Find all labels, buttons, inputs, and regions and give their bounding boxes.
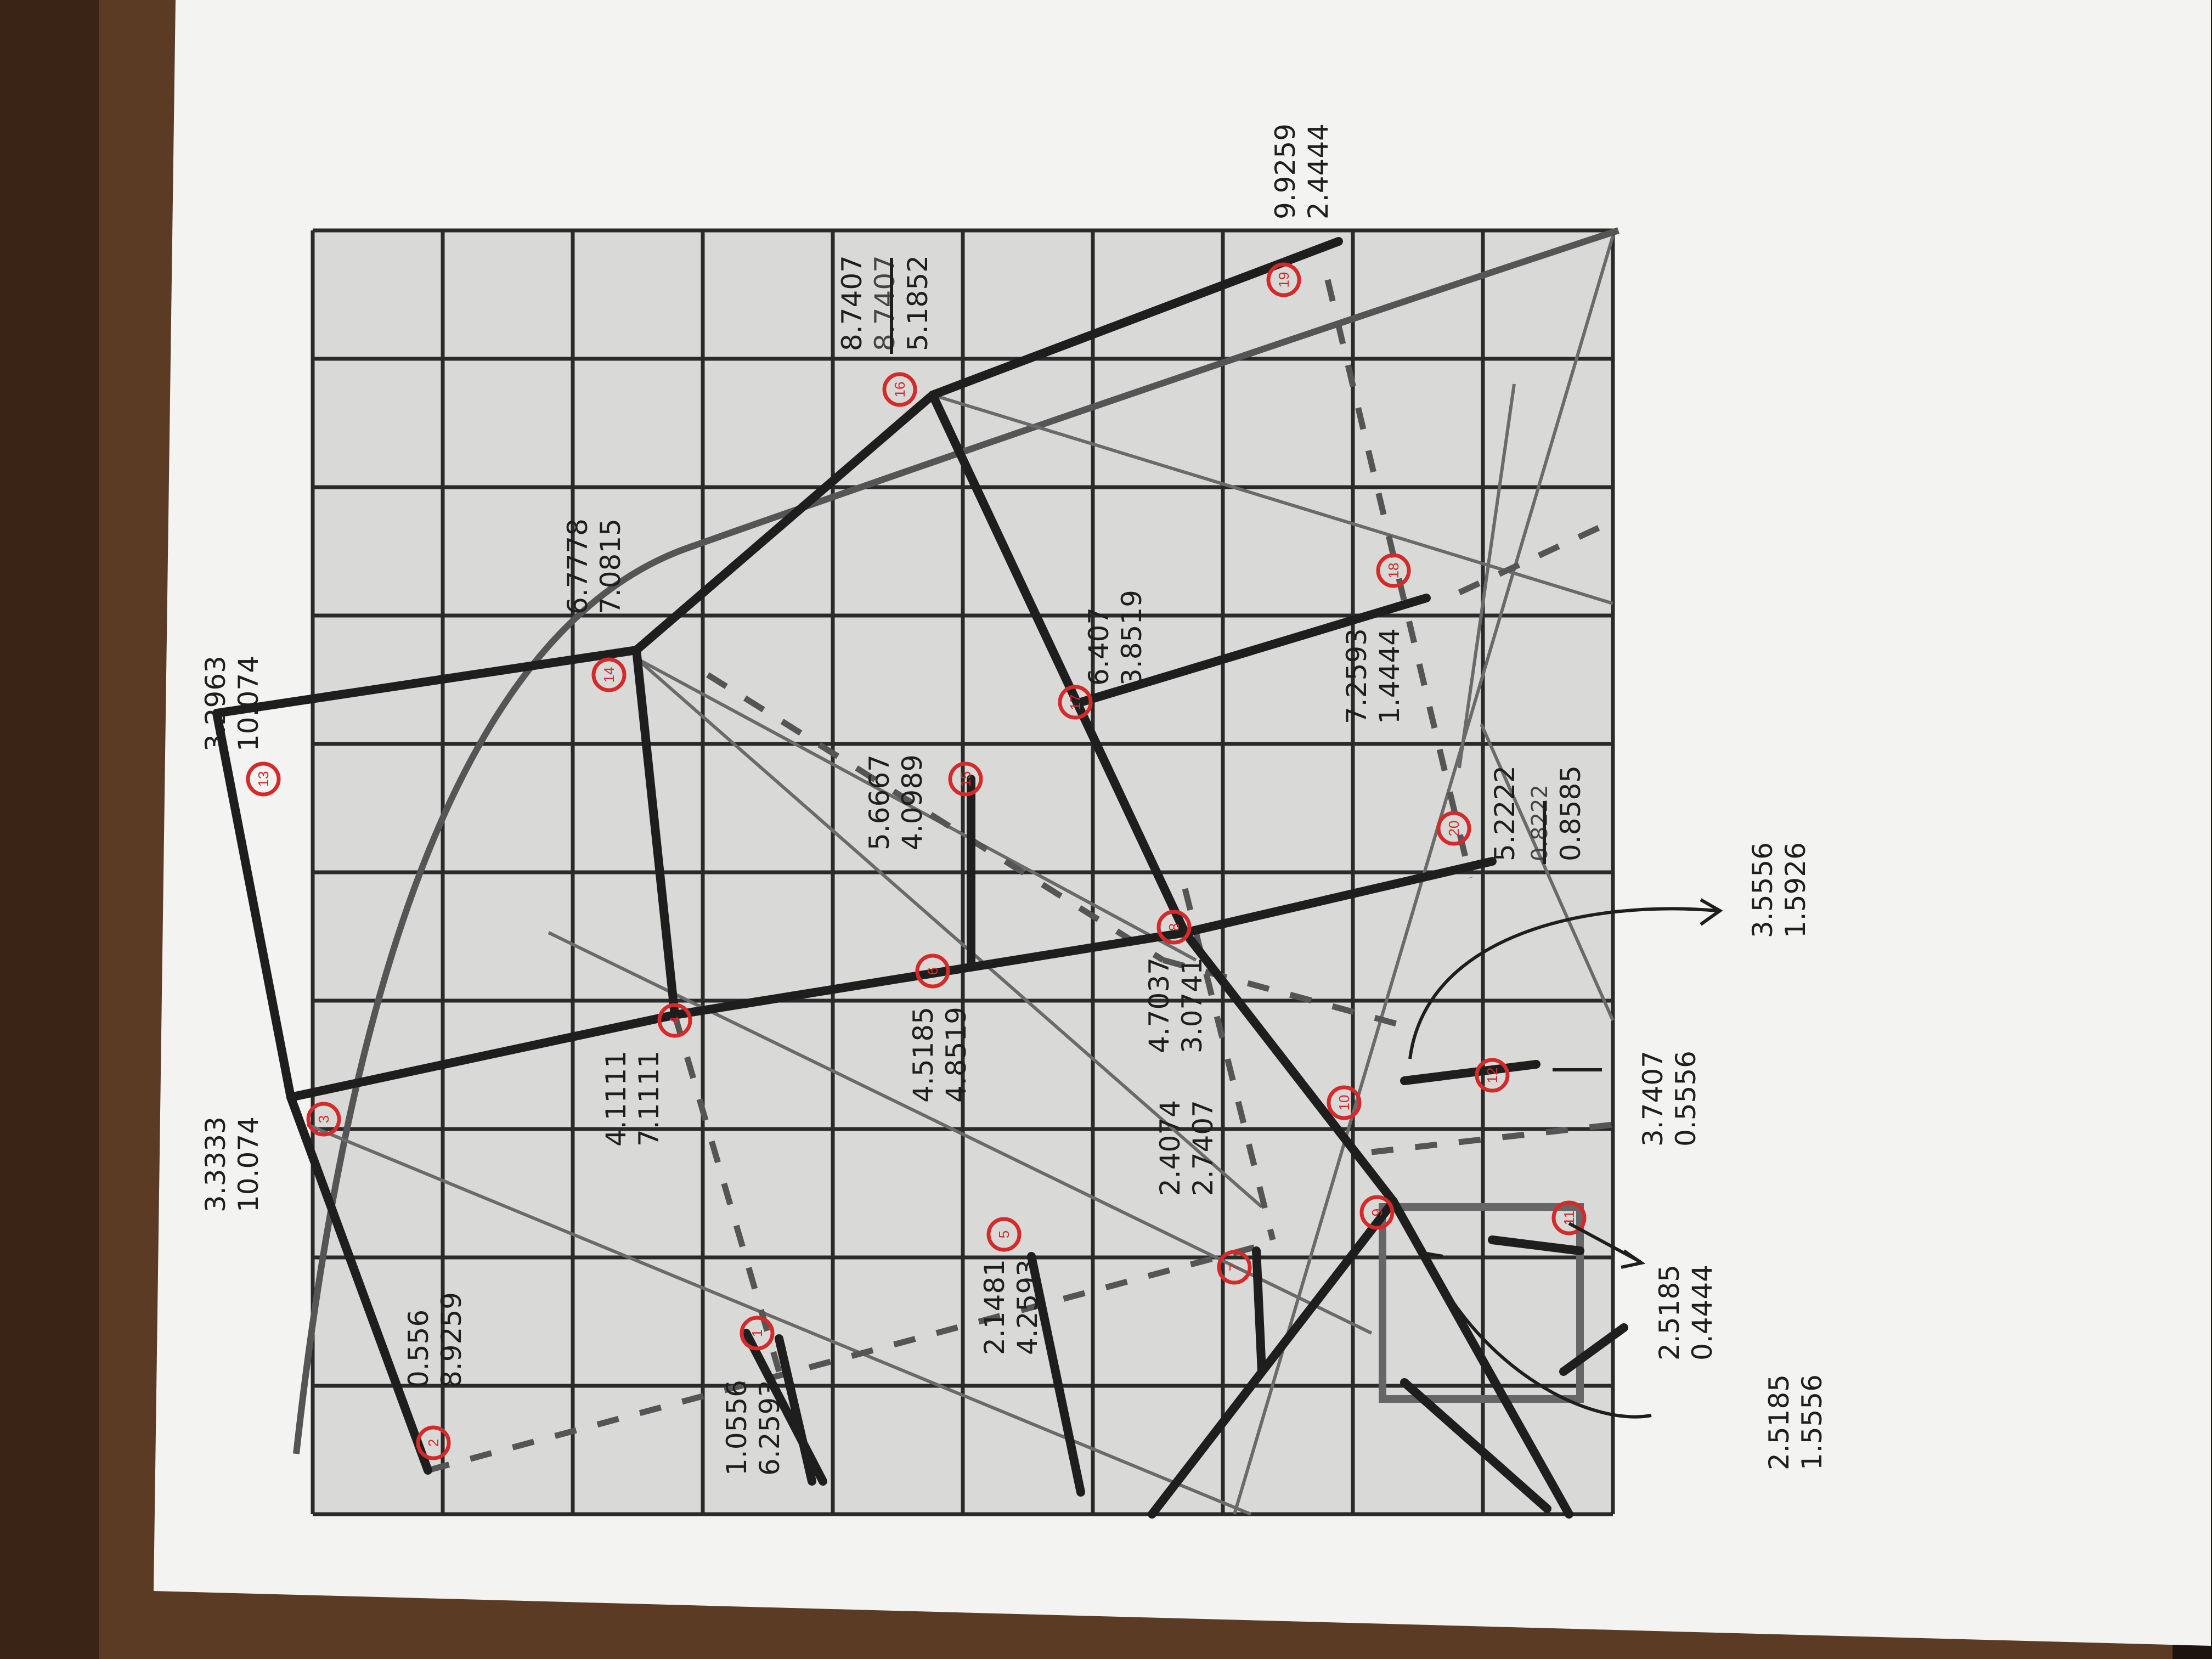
marker-number-9: 9	[1369, 1209, 1385, 1216]
label-10-a: 3.7407	[1637, 1051, 1669, 1147]
vertex-marker-19	[1266, 262, 1301, 297]
vertex-marker-5	[986, 1217, 1022, 1252]
vertex-marker-14	[591, 657, 627, 692]
label-19-a: 9.9259	[1269, 123, 1301, 219]
label-5-b: 4.2593	[1012, 1259, 1043, 1355]
label-2-a: 0.556	[403, 1310, 435, 1388]
label-20-b: 0.8585	[1555, 765, 1587, 861]
marker-number-18: 18	[1385, 563, 1402, 579]
marker-number-5: 5	[996, 1231, 1012, 1238]
label-8-b: 3.0741	[1176, 957, 1208, 1053]
marker-number-11: 11	[1561, 1211, 1577, 1226]
label-18-a: 7.2593	[1341, 628, 1373, 724]
strikeout-20: 0.8222	[1527, 785, 1553, 861]
vertex-marker-13	[246, 761, 281, 797]
label-9-b: 0.4444	[1686, 1265, 1718, 1361]
label-19-b: 2.4444	[1302, 123, 1334, 219]
marker-numbers: 1 2 3 4 5 6 7 8 9 10 11 12 13 14 15 16 1…	[255, 272, 1577, 1447]
label-4-b: 7.1111	[633, 1051, 665, 1147]
vertex-marker-12	[1475, 1058, 1510, 1093]
vertex-marker-10	[1327, 1085, 1362, 1120]
marker-number-4: 4	[667, 1017, 683, 1024]
label-9-a: 2.5185	[1654, 1265, 1685, 1361]
hand-drawn-arrows	[1408, 898, 1723, 1419]
vertex-marker-20	[1436, 811, 1471, 846]
label-11-a: 2.5185	[1763, 1374, 1795, 1470]
small-square	[1379, 1203, 1584, 1403]
label-1-b: 6.2593	[754, 1380, 786, 1476]
vertex-marker-15	[948, 761, 983, 797]
label-13-b: 10.074	[233, 656, 264, 752]
marker-number-3: 3	[315, 1115, 332, 1123]
crease-lines	[212, 237, 1628, 1519]
marker-number-2: 2	[425, 1439, 442, 1447]
strikeout-16: 8.7407	[869, 255, 901, 351]
label-1-a: 1.0556	[721, 1380, 753, 1476]
vertex-marker-18	[1376, 553, 1411, 588]
vertex-marker-11	[1551, 1200, 1587, 1235]
label-17-b: 3.8519	[1116, 590, 1148, 686]
red-vertex-markers	[246, 262, 1587, 1460]
label-5-a: 2.1481	[979, 1259, 1011, 1355]
label-12-b: 1.5926	[1780, 842, 1812, 938]
label-8-a: 4.7037	[1143, 957, 1175, 1053]
vertex-marker-8	[1156, 910, 1192, 945]
label-15-b: 4.0989	[896, 754, 928, 850]
marker-number-10: 10	[1336, 1095, 1352, 1111]
label-18-b: 1.4444	[1374, 628, 1406, 724]
vertex-marker-16	[882, 372, 917, 407]
marker-number-14: 14	[601, 667, 617, 683]
vertex-marker-2	[416, 1425, 451, 1460]
label-2-b: 8.9259	[436, 1292, 467, 1388]
label-7-b: 2.7407	[1187, 1100, 1219, 1196]
label-15-a: 5.6667	[864, 754, 895, 850]
marker-number-7: 7	[1226, 1263, 1243, 1271]
label-14-a: 6.7778	[562, 518, 594, 614]
vertex-marker-9	[1359, 1195, 1395, 1230]
marker-number-12: 12	[1484, 1068, 1500, 1084]
coordinate-annotations: 1.0556 6.2593 0.556 8.9259 3.3333 10.074…	[200, 123, 1828, 1476]
vertex-marker-3	[306, 1102, 341, 1137]
strike-through-marks	[890, 258, 1546, 864]
label-13-a: 3.2963	[200, 656, 232, 752]
label-20-a: 5.2222	[1489, 765, 1521, 861]
vertex-marker-17	[1058, 685, 1093, 720]
vertex-marker-4	[657, 1003, 692, 1038]
marker-number-1: 1	[749, 1329, 765, 1337]
arc-curve	[293, 227, 1620, 1454]
grid-panel	[311, 228, 1615, 1516]
vertex-marker-1	[740, 1316, 775, 1351]
label-3-a: 3.3333	[200, 1116, 232, 1212]
marker-number-17: 17	[1067, 695, 1084, 710]
label-6-a: 4.5185	[907, 1007, 939, 1103]
label-16-b: 5.1852	[902, 255, 934, 351]
label-3-b: 10.074	[233, 1116, 264, 1212]
marker-number-20: 20	[1446, 821, 1462, 837]
marker-number-19: 19	[1276, 272, 1292, 288]
marker-number-6: 6	[924, 967, 941, 975]
label-4-a: 4.1111	[600, 1051, 632, 1147]
marker-number-8: 8	[1166, 923, 1182, 931]
label-17-a: 6.407	[1083, 607, 1115, 686]
marker-number-15: 15	[957, 771, 974, 787]
label-7-a: 2.4074	[1154, 1100, 1186, 1196]
table-dark-edge	[0, 0, 99, 1659]
marker-number-16: 16	[891, 382, 908, 398]
label-10-b: 0.5556	[1670, 1051, 1702, 1147]
vertex-marker-6	[915, 953, 950, 989]
label-14-b: 7.0815	[595, 518, 627, 614]
label-11-b: 1.5556	[1796, 1374, 1828, 1470]
vertex-marker-7	[1217, 1250, 1252, 1285]
label-12-a: 3.5556	[1747, 842, 1779, 938]
label-16-a: 8.7407	[836, 255, 868, 351]
marker-number-13: 13	[255, 771, 272, 787]
label-6-b: 4.8519	[940, 1007, 972, 1103]
